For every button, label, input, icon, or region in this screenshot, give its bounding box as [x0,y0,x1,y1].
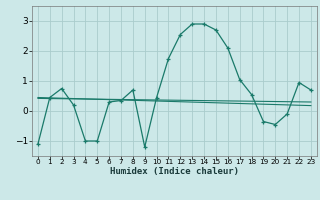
X-axis label: Humidex (Indice chaleur): Humidex (Indice chaleur) [110,167,239,176]
